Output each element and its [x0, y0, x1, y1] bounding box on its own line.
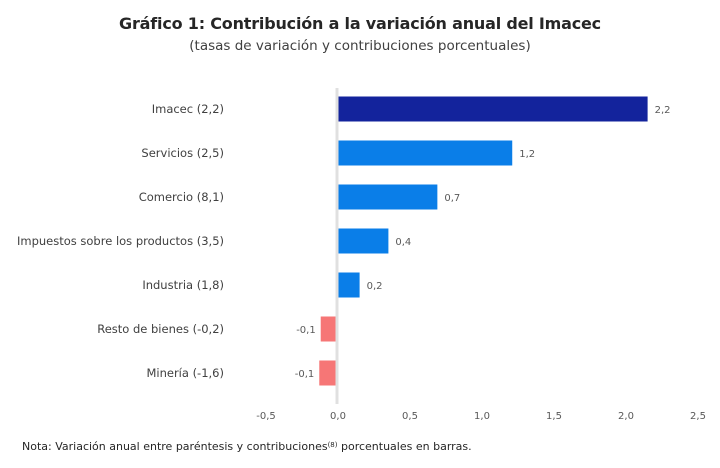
- category-label: Comercio (8,1): [139, 190, 224, 204]
- x-tick-label: 0,5: [402, 411, 418, 422]
- category-label: Impuestos sobre los productos (3,5): [17, 234, 224, 248]
- bar: [338, 272, 360, 298]
- chart-title: Gráfico 1: Contribución a la variación a…: [119, 14, 601, 33]
- category-label: Industria (1,8): [142, 278, 224, 292]
- value-label: 0,7: [444, 193, 460, 204]
- category-label: Minería (-1,6): [146, 366, 224, 380]
- note-suffix: porcentuales en barras.: [337, 440, 472, 453]
- value-label: 0,2: [367, 281, 383, 292]
- bar: [319, 360, 338, 386]
- bar: [338, 140, 513, 166]
- x-tick-label: 1,5: [546, 411, 562, 422]
- x-tick-label: 0,0: [330, 411, 346, 422]
- x-tick-label: 2,0: [618, 411, 634, 422]
- value-label: -0,1: [296, 325, 316, 336]
- category-label: Servicios (2,5): [141, 146, 224, 160]
- value-label: 0,4: [395, 237, 411, 248]
- x-axis-ticks: -0,5 0,0 0,5 1,0 1,5 2,0 2,5: [256, 411, 706, 422]
- value-label: 1,2: [519, 149, 535, 160]
- bar: [320, 316, 338, 342]
- value-label: 2,2: [655, 105, 671, 116]
- bars-layer: [319, 96, 648, 386]
- bar: [338, 96, 648, 122]
- x-tick-label: -0,5: [256, 411, 276, 422]
- category-label: Resto de bienes (-0,2): [97, 322, 224, 336]
- value-label: -0,1: [295, 369, 315, 380]
- note-superscript: (8): [327, 441, 338, 449]
- category-label: Imacec (2,2): [152, 102, 224, 116]
- x-tick-label: 1,0: [474, 411, 490, 422]
- note-prefix: Nota: Variación anual entre paréntesis y…: [22, 440, 328, 453]
- bar: [338, 228, 389, 254]
- labels-layer: Imacec (2,2) 2,2 Servicios (2,5) 1,2 Comerci…: [17, 102, 671, 380]
- chart-subtitle: (tasas de variación y contribuciones por…: [189, 38, 531, 54]
- x-tick-label: 2,5: [690, 411, 706, 422]
- chart-note: Nota: Variación anual entre paréntesis y…: [22, 440, 472, 453]
- bar: [338, 184, 438, 210]
